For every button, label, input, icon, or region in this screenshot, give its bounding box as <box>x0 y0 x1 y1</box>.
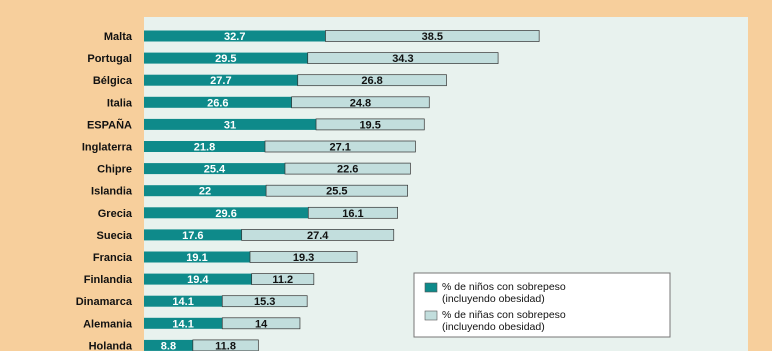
legend-label-girls-line1: % de niñas con sobrepeso <box>442 309 566 321</box>
data-label-boys: 29.5 <box>215 53 236 65</box>
legend-swatch-boys <box>424 282 438 293</box>
legend-box <box>413 272 671 338</box>
data-label-girls: 11.8 <box>215 340 236 351</box>
data-label-boys: 19.1 <box>186 252 207 264</box>
bar-girls <box>297 74 447 87</box>
legend-label-boys-line2: (incluyendo obesidad) <box>442 293 545 305</box>
data-label-girls: 19.3 <box>293 252 314 264</box>
legend-swatch-girls <box>424 310 438 321</box>
data-label-girls: 19.5 <box>359 119 380 131</box>
bar-girls <box>325 30 540 42</box>
data-label-girls: 38.5 <box>422 31 443 43</box>
data-label-girls: 11.2 <box>272 274 293 286</box>
data-label-girls: 27.4 <box>307 230 329 242</box>
bar-girls <box>307 206 398 219</box>
category-labels: Malta Portugal Bélgica Italia ESPAÑA Inglater… <box>76 31 133 351</box>
bar-girls <box>264 140 416 153</box>
bar-girls <box>265 184 408 197</box>
bar-girls <box>251 273 315 285</box>
category-label: Francia <box>93 252 133 264</box>
legend: % de niños con sobrepeso (incluyendo obe… <box>413 272 671 338</box>
data-label-girls: 22.6 <box>337 164 358 176</box>
category-label: Alemania <box>83 318 133 330</box>
data-label-boys: 26.6 <box>207 97 228 109</box>
data-label-girls: 15.3 <box>254 296 275 308</box>
bar-boys <box>144 317 223 329</box>
legend-label-girls-line2: (incluyendo obesidad) <box>442 321 545 333</box>
data-label-boys: 14.1 <box>172 318 193 330</box>
bar-boys <box>144 339 193 351</box>
category-label: Dinamarca <box>76 296 133 308</box>
data-label-boys: 14.1 <box>172 296 193 308</box>
bars-group: 32.7 38.5 29.5 34.3 27.7 26.8 26.6 24.8 31 19.5 21… <box>144 30 540 351</box>
category-label: Malta <box>104 31 133 43</box>
data-label-girls: 27.1 <box>329 142 350 154</box>
bar-girls <box>291 96 430 109</box>
bar-girls <box>315 118 425 131</box>
bar-boys <box>144 141 265 152</box>
category-label: Islandia <box>91 186 133 198</box>
data-label-girls: 34.3 <box>392 53 413 65</box>
bar-girls <box>221 317 301 330</box>
category-label: Holanda <box>89 340 133 351</box>
data-label-boys: 21.8 <box>194 142 215 154</box>
category-label: Chipre <box>97 164 132 176</box>
data-label-boys: 8.8 <box>161 340 176 351</box>
bar-boys <box>144 273 252 285</box>
data-label-girls: 16.1 <box>342 208 363 220</box>
bar-boys <box>144 185 267 197</box>
data-label-boys: 31 <box>224 119 236 131</box>
data-label-girls: 14 <box>255 318 268 330</box>
bar-girls <box>284 162 411 175</box>
data-label-boys: 19.4 <box>187 274 209 286</box>
category-label: Inglaterra <box>82 142 133 154</box>
bar-boys <box>144 118 317 130</box>
data-label-girls: 25.5 <box>326 186 347 198</box>
category-label: Portugal <box>87 53 132 65</box>
bar-boys <box>144 207 309 219</box>
bar-girls <box>221 295 308 308</box>
data-label-girls: 26.8 <box>361 75 382 87</box>
data-label-boys: 17.6 <box>182 230 203 242</box>
bar-boys <box>144 229 242 241</box>
data-label-girls: 24.8 <box>350 97 371 109</box>
category-label: Italia <box>107 97 133 109</box>
category-label: Suecia <box>97 230 133 242</box>
bar-boys <box>144 251 251 263</box>
category-label: Grecia <box>98 208 133 220</box>
bar-girls <box>249 251 358 263</box>
bar-boys <box>144 52 308 64</box>
category-label: Bélgica <box>93 75 133 87</box>
bar-boys <box>144 74 298 86</box>
legend-label-boys-line1: % de niños con sobrepeso <box>442 281 566 293</box>
data-label-boys: 27.7 <box>210 75 231 87</box>
bar-boys <box>144 30 326 42</box>
data-label-boys: 25.4 <box>204 164 226 176</box>
data-label-boys: 32.7 <box>224 31 245 43</box>
category-label: ESPAÑA <box>87 118 132 131</box>
data-label-boys: 29.6 <box>215 208 236 220</box>
category-label: Finlandia <box>84 274 133 286</box>
bar-girls <box>241 229 395 241</box>
bar-boys <box>144 163 285 175</box>
bar-boys <box>144 295 223 307</box>
data-label-boys: 22 <box>199 186 211 198</box>
bar-girls <box>307 52 499 64</box>
bar-boys <box>144 96 292 108</box>
